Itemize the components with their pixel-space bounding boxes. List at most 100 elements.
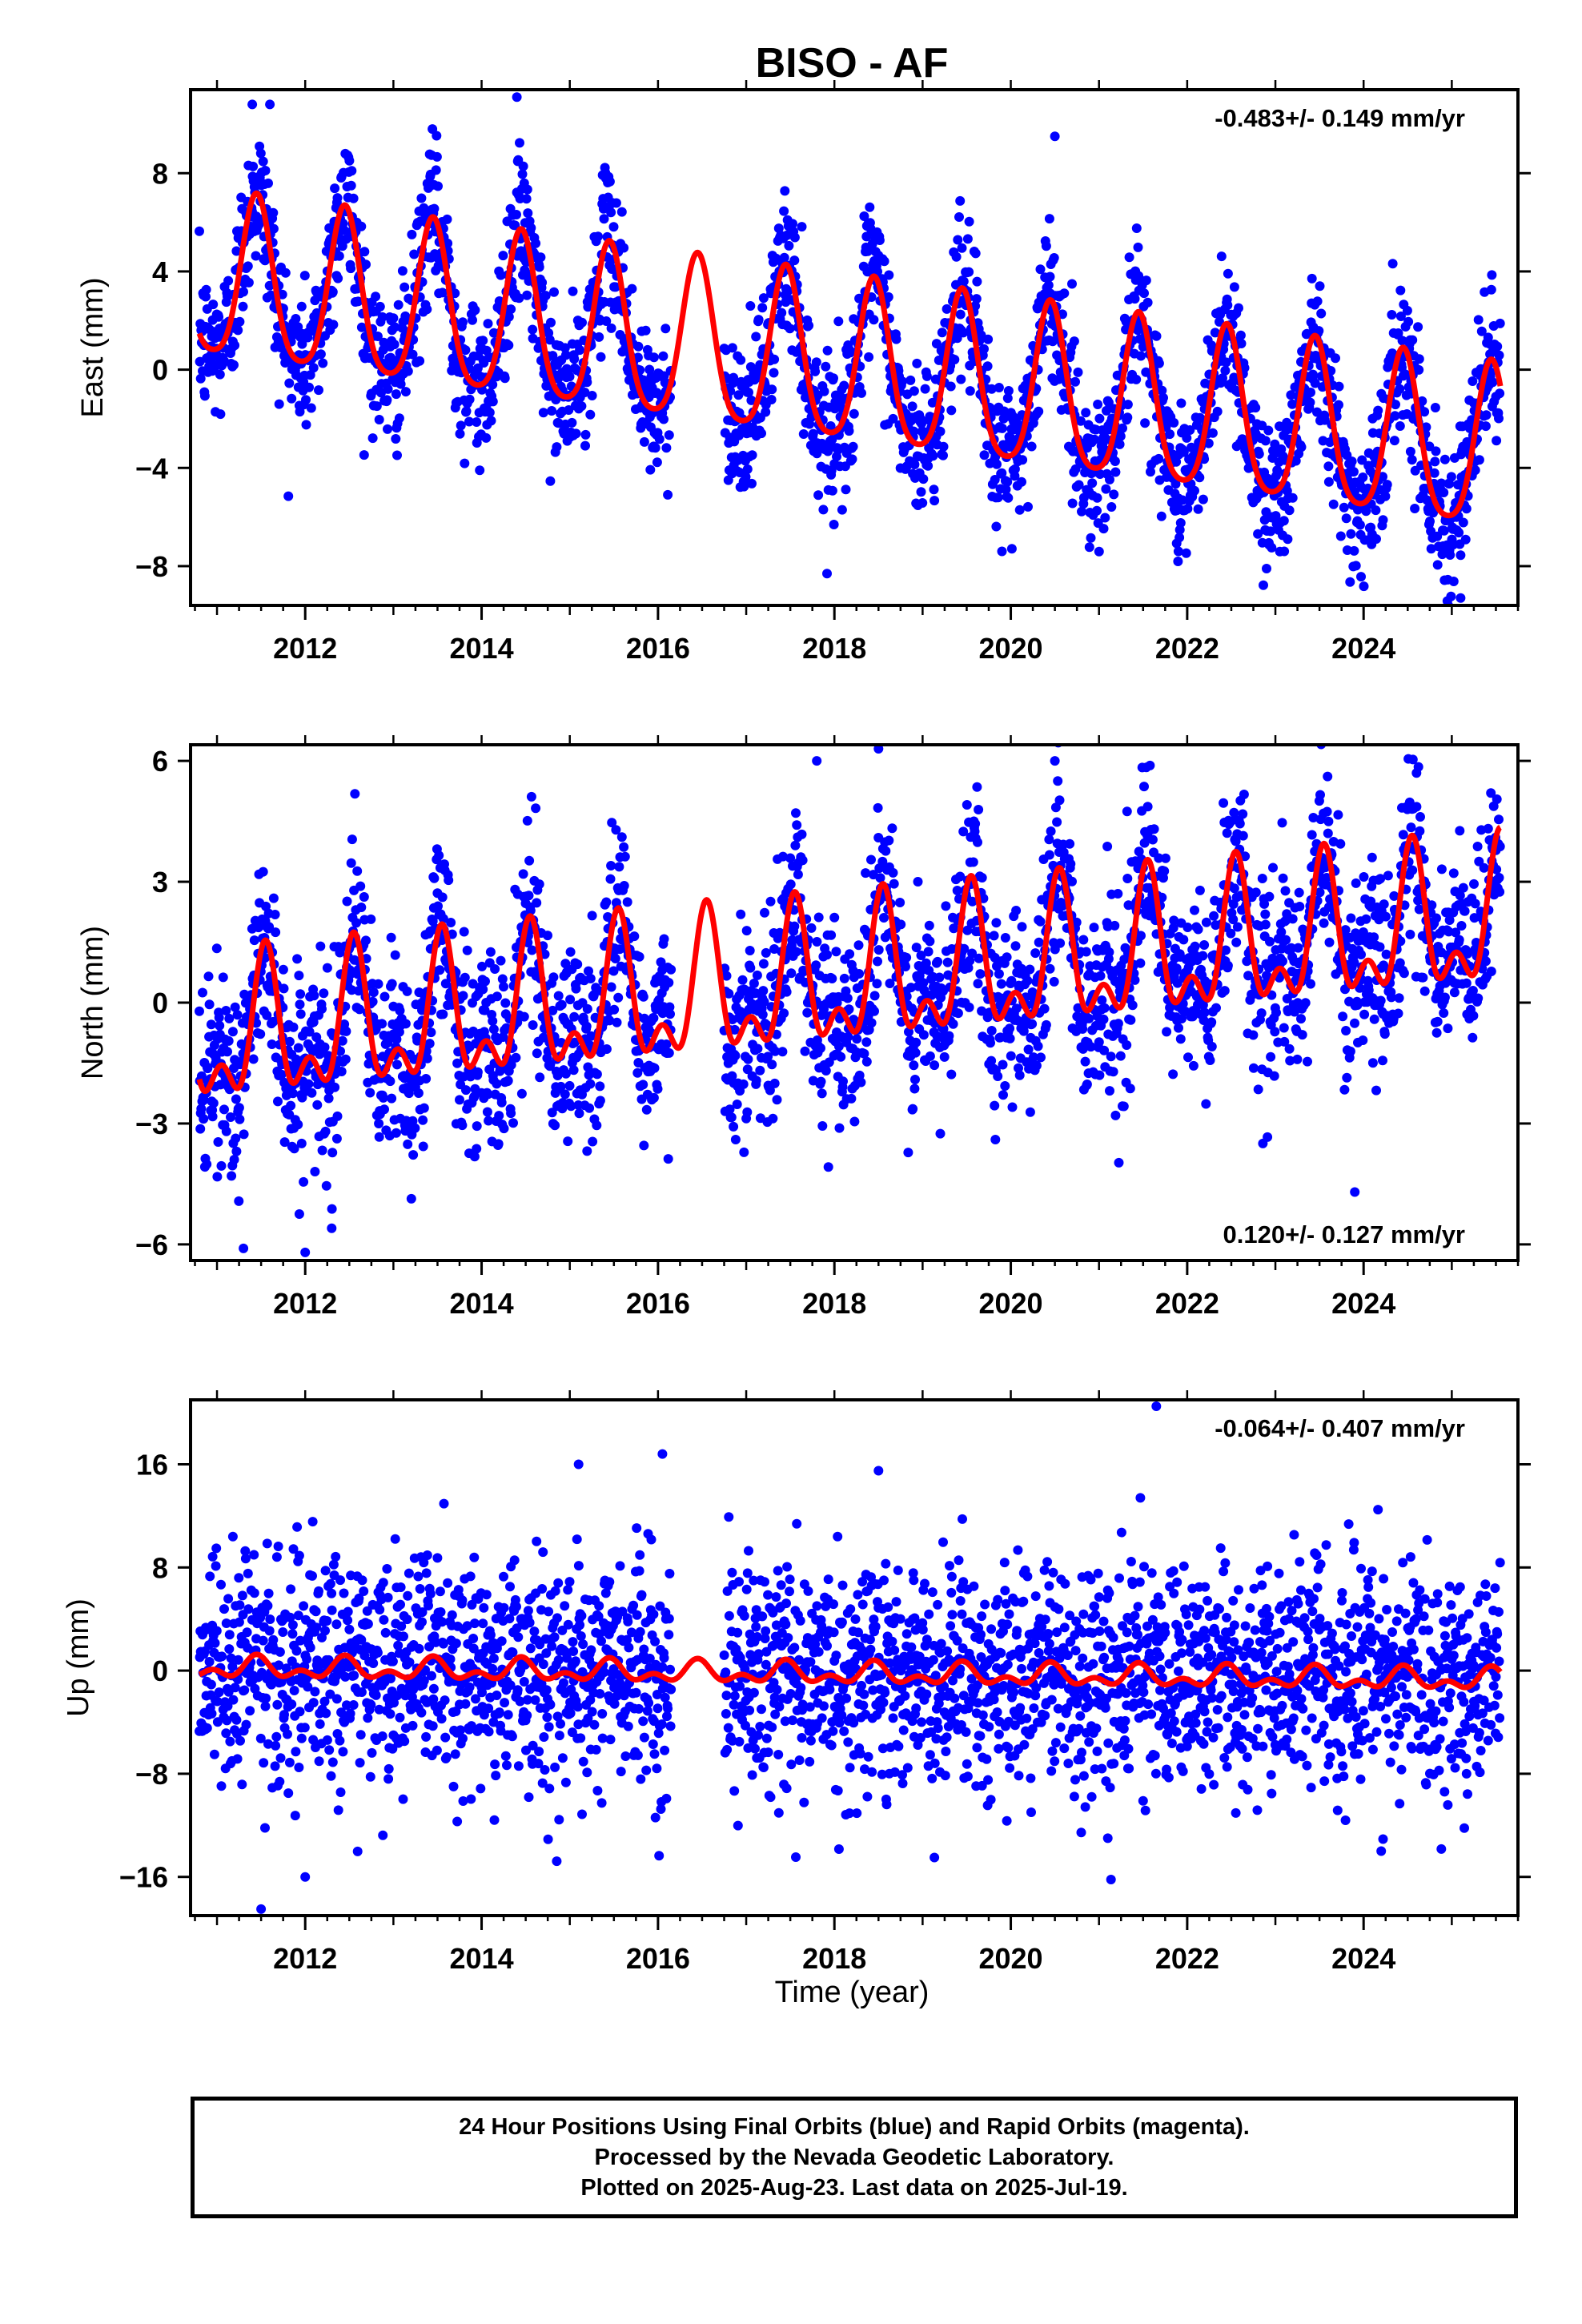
data-point bbox=[480, 1005, 490, 1015]
data-point bbox=[659, 414, 669, 424]
data-point bbox=[392, 1059, 402, 1070]
data-point bbox=[229, 360, 239, 370]
data-point bbox=[1174, 533, 1185, 543]
data-point bbox=[770, 1046, 781, 1056]
data-point bbox=[964, 1002, 974, 1012]
data-point bbox=[777, 308, 787, 318]
data-point bbox=[1387, 310, 1397, 320]
data-point bbox=[214, 312, 224, 322]
data-point bbox=[739, 481, 749, 492]
daily-positions-series bbox=[195, 745, 1505, 1257]
data-point bbox=[1263, 425, 1274, 436]
data-point bbox=[296, 1138, 307, 1148]
data-point bbox=[418, 1141, 428, 1152]
data-point bbox=[1130, 975, 1140, 985]
data-point bbox=[482, 1107, 492, 1117]
data-point bbox=[564, 405, 574, 415]
data-point bbox=[293, 1043, 303, 1053]
data-point bbox=[212, 1172, 223, 1182]
data-point bbox=[613, 992, 624, 1003]
data-point bbox=[1378, 515, 1388, 525]
data-point bbox=[584, 1103, 595, 1113]
data-point bbox=[758, 293, 769, 304]
data-point bbox=[614, 862, 624, 872]
data-point bbox=[1122, 806, 1132, 817]
data-point bbox=[556, 1081, 566, 1092]
data-point bbox=[650, 443, 661, 453]
data-point bbox=[609, 1004, 620, 1015]
data-point bbox=[393, 300, 404, 310]
data-point bbox=[827, 434, 837, 444]
data-point bbox=[572, 959, 583, 970]
data-point bbox=[488, 380, 498, 390]
data-point bbox=[977, 1006, 987, 1016]
data-point bbox=[291, 314, 301, 324]
data-point bbox=[1027, 1019, 1038, 1029]
data-point bbox=[536, 252, 546, 263]
data-point bbox=[798, 429, 809, 439]
data-point bbox=[888, 413, 898, 424]
data-point bbox=[488, 1016, 498, 1026]
data-point bbox=[1473, 315, 1484, 325]
data-point bbox=[991, 521, 1002, 532]
data-point bbox=[996, 979, 1006, 989]
data-point bbox=[330, 183, 340, 194]
data-point bbox=[833, 316, 844, 327]
data-point bbox=[355, 1004, 364, 1015]
data-point bbox=[910, 1075, 920, 1084]
data-point bbox=[503, 1076, 513, 1086]
data-point bbox=[273, 1096, 283, 1107]
data-point bbox=[422, 1053, 432, 1063]
data-point bbox=[469, 1092, 480, 1102]
data-point bbox=[497, 974, 508, 984]
data-point bbox=[836, 1051, 846, 1062]
data-point bbox=[583, 302, 593, 312]
data-point bbox=[318, 358, 328, 368]
data-point bbox=[856, 1077, 866, 1088]
data-point bbox=[351, 918, 361, 928]
data-point bbox=[556, 999, 567, 1010]
data-point bbox=[638, 1080, 648, 1090]
data-point bbox=[366, 914, 376, 924]
data-point bbox=[403, 1139, 413, 1149]
data-point bbox=[1054, 795, 1065, 806]
data-point bbox=[1131, 374, 1142, 384]
data-point bbox=[1169, 915, 1179, 926]
data-point bbox=[1139, 782, 1149, 792]
data-point bbox=[821, 1066, 831, 1076]
data-point bbox=[1110, 456, 1120, 466]
data-point bbox=[215, 1080, 226, 1090]
data-point bbox=[829, 520, 839, 529]
data-point bbox=[560, 959, 571, 969]
data-point bbox=[594, 332, 604, 342]
data-point bbox=[582, 1003, 592, 1014]
data-point bbox=[968, 857, 978, 867]
data-point bbox=[1106, 1051, 1116, 1062]
data-point bbox=[1235, 330, 1246, 340]
data-point bbox=[1070, 464, 1081, 474]
data-point bbox=[648, 352, 659, 363]
data-point bbox=[224, 1013, 235, 1023]
data-point bbox=[331, 1133, 342, 1144]
data-point bbox=[1043, 280, 1054, 291]
data-point bbox=[283, 491, 294, 501]
data-point bbox=[986, 1055, 997, 1066]
data-point bbox=[1395, 285, 1406, 296]
data-point bbox=[429, 203, 440, 214]
data-point bbox=[584, 966, 593, 976]
data-point bbox=[319, 1042, 330, 1052]
data-point bbox=[789, 232, 800, 243]
data-point bbox=[1254, 448, 1264, 459]
data-point bbox=[1389, 436, 1399, 446]
data-point bbox=[664, 978, 674, 987]
data-point bbox=[392, 450, 402, 460]
data-point bbox=[645, 464, 656, 475]
data-point bbox=[1429, 468, 1439, 478]
data-point bbox=[397, 266, 408, 276]
data-point bbox=[817, 1088, 827, 1099]
data-point bbox=[532, 898, 542, 908]
data-point bbox=[1391, 400, 1400, 410]
data-point bbox=[1355, 520, 1365, 530]
data-point bbox=[348, 193, 359, 203]
data-point bbox=[1134, 846, 1144, 857]
